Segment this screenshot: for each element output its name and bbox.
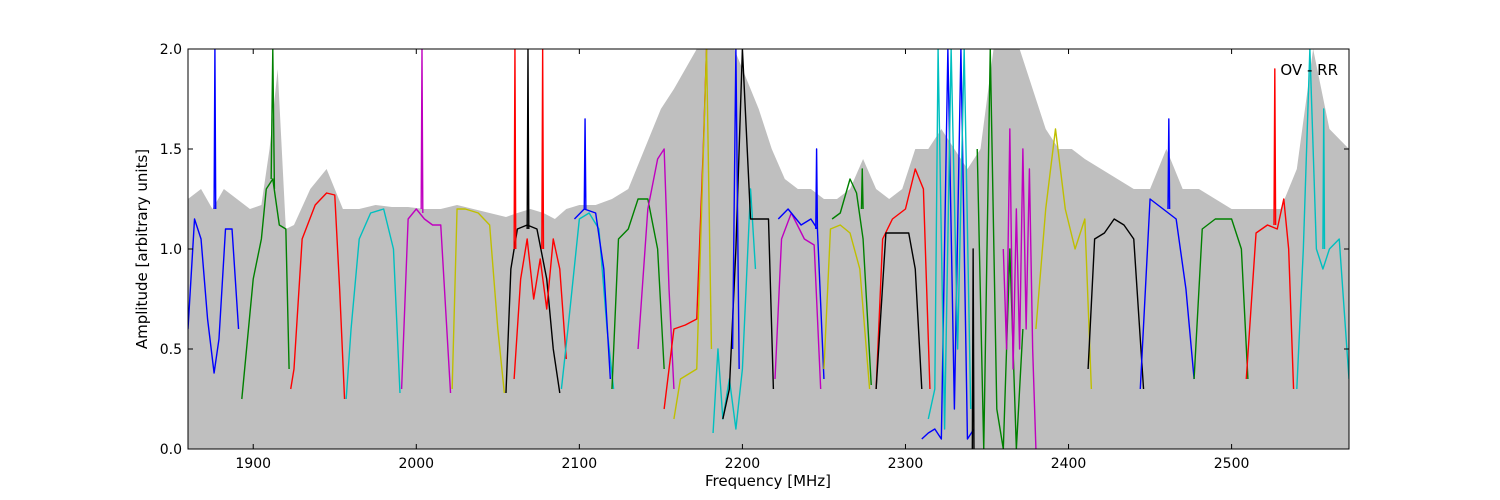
series-line-25 bbox=[777, 208, 825, 380]
series-line-43 bbox=[1273, 68, 1277, 226]
series-line-24 bbox=[774, 212, 822, 390]
series-line-17 bbox=[611, 198, 665, 390]
series-line-13 bbox=[541, 49, 545, 250]
series-line-29 bbox=[860, 168, 864, 210]
series-line-27 bbox=[823, 224, 871, 390]
series-line-40 bbox=[1167, 118, 1171, 210]
series-line-7 bbox=[420, 49, 424, 214]
series-line-41 bbox=[1193, 218, 1249, 380]
series-layer bbox=[188, 49, 1349, 449]
chart-annotation: OV - RR bbox=[1280, 61, 1338, 79]
series-line-9 bbox=[505, 224, 561, 394]
y-tick-label-0: 0.0 bbox=[160, 442, 182, 458]
series-line-8 bbox=[451, 208, 506, 394]
series-line-39 bbox=[1139, 198, 1195, 390]
envelope-area bbox=[188, 49, 1349, 449]
series-line-2 bbox=[241, 178, 290, 400]
x-tick-label-4: 2300 bbox=[888, 456, 924, 472]
series-line-35 bbox=[976, 49, 1024, 449]
series-line-30 bbox=[875, 168, 931, 390]
series-line-37 bbox=[1035, 128, 1093, 390]
series-line-10 bbox=[526, 49, 530, 230]
series-line-1 bbox=[213, 49, 217, 210]
x-tick-label-5: 2400 bbox=[1051, 456, 1087, 472]
y-tick-label-1: 0.5 bbox=[160, 342, 182, 358]
y-axis: 0.0 0.5 1.0 1.5 2.0 bbox=[160, 42, 1349, 458]
y-tick-label-4: 2.0 bbox=[160, 42, 182, 58]
series-line-22 bbox=[722, 49, 775, 420]
x-tick-label-2: 2100 bbox=[562, 456, 598, 472]
series-line-44 bbox=[1296, 49, 1349, 390]
series-line-18 bbox=[637, 148, 675, 390]
y-tick-label-3: 1.5 bbox=[160, 142, 182, 158]
series-line-32 bbox=[921, 49, 975, 440]
series-line-20 bbox=[673, 49, 713, 420]
series-line-34 bbox=[971, 248, 975, 449]
series-line-21 bbox=[712, 188, 757, 434]
series-line-45 bbox=[1322, 108, 1326, 250]
series-line-23 bbox=[731, 49, 740, 370]
x-axis: 1900 2000 2100 2200 2300 2400 2500 bbox=[235, 49, 1249, 472]
series-line-28 bbox=[831, 178, 872, 386]
x-tick-label-0: 1900 bbox=[235, 456, 271, 472]
series-line-12 bbox=[513, 49, 517, 250]
x-tick-label-6: 2500 bbox=[1214, 456, 1250, 472]
series-line-4 bbox=[290, 192, 346, 400]
series-line-16 bbox=[583, 118, 587, 210]
series-line-31 bbox=[875, 232, 923, 390]
series-line-15 bbox=[573, 208, 612, 380]
series-line-36 bbox=[1002, 128, 1037, 449]
series-line-11 bbox=[513, 238, 567, 380]
x-tick-label-3: 2200 bbox=[725, 456, 761, 472]
series-line-26 bbox=[815, 148, 819, 230]
series-line-6 bbox=[400, 208, 452, 394]
series-line-3 bbox=[270, 49, 276, 190]
y-axis-label: Amplitude [arbitrary units] bbox=[133, 149, 151, 349]
y-tick-label-2: 1.0 bbox=[160, 242, 182, 258]
x-tick-label-1: 2000 bbox=[398, 456, 434, 472]
x-axis-label: Frequency [MHz] bbox=[705, 472, 831, 490]
series-line-33 bbox=[927, 49, 972, 430]
envelope-layer bbox=[188, 49, 1349, 449]
series-line-5 bbox=[345, 208, 401, 400]
series-line-42 bbox=[1245, 198, 1295, 390]
series-line-0 bbox=[188, 218, 240, 374]
series-line-38 bbox=[1087, 218, 1145, 390]
